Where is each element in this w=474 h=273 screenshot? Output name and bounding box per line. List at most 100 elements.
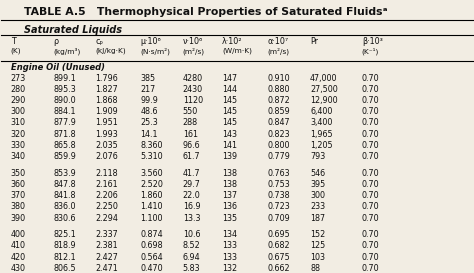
Text: 3.560: 3.560	[140, 169, 163, 178]
Text: (K⁻¹): (K⁻¹)	[362, 48, 379, 55]
Text: 5.83: 5.83	[183, 264, 201, 273]
Text: 1.860: 1.860	[140, 191, 163, 200]
Text: 187: 187	[310, 213, 325, 222]
Text: 16.9: 16.9	[183, 202, 201, 211]
Text: 1120: 1120	[183, 96, 203, 105]
Text: 27,500: 27,500	[310, 85, 338, 94]
Text: T: T	[11, 37, 16, 46]
Text: Pr: Pr	[310, 37, 318, 46]
Text: 340: 340	[11, 152, 26, 161]
Text: 2.118: 2.118	[96, 169, 118, 178]
Text: 390: 390	[11, 213, 26, 222]
Text: 1.827: 1.827	[96, 85, 118, 94]
Text: 380: 380	[11, 202, 26, 211]
Text: 125: 125	[310, 241, 325, 250]
Text: 25.3: 25.3	[140, 118, 158, 127]
Text: (N·s/m²): (N·s/m²)	[140, 48, 170, 55]
Text: 132: 132	[222, 264, 237, 273]
Text: 10.6: 10.6	[183, 230, 201, 239]
Text: 0.874: 0.874	[140, 230, 163, 239]
Text: 1.796: 1.796	[96, 74, 118, 83]
Text: 0.662: 0.662	[268, 264, 290, 273]
Text: 8.360: 8.360	[140, 141, 163, 150]
Text: 0.70: 0.70	[362, 141, 380, 150]
Text: 890.0: 890.0	[53, 96, 76, 105]
Text: 0.763: 0.763	[268, 169, 290, 178]
Text: 161: 161	[183, 130, 198, 139]
Text: 2.035: 2.035	[96, 141, 118, 150]
Text: 96.6: 96.6	[183, 141, 201, 150]
Text: 812.1: 812.1	[53, 253, 76, 262]
Text: 2.161: 2.161	[96, 180, 118, 189]
Text: 135: 135	[222, 213, 237, 222]
Text: 0.859: 0.859	[268, 107, 291, 116]
Text: μ·10⁶: μ·10⁶	[140, 37, 161, 46]
Text: ν·10⁶: ν·10⁶	[183, 37, 203, 46]
Text: β·10³: β·10³	[362, 37, 383, 46]
Text: 320: 320	[11, 130, 26, 139]
Text: 2.381: 2.381	[96, 241, 118, 250]
Text: 0.880: 0.880	[268, 85, 290, 94]
Text: 385: 385	[140, 74, 155, 83]
Text: 395: 395	[310, 180, 325, 189]
Text: Saturated Liquids: Saturated Liquids	[24, 25, 122, 35]
Text: 0.695: 0.695	[268, 230, 291, 239]
Text: 48.6: 48.6	[140, 107, 158, 116]
Text: 2.427: 2.427	[96, 253, 118, 262]
Text: 841.8: 841.8	[53, 191, 76, 200]
Text: 410: 410	[11, 241, 26, 250]
Text: 0.470: 0.470	[140, 264, 163, 273]
Text: λ·10²: λ·10²	[222, 37, 242, 46]
Text: 0.70: 0.70	[362, 118, 380, 127]
Text: 0.70: 0.70	[362, 253, 380, 262]
Text: 877.9: 877.9	[53, 118, 76, 127]
Text: ρ: ρ	[53, 37, 58, 46]
Text: 133: 133	[222, 253, 237, 262]
Text: 330: 330	[11, 141, 26, 150]
Text: (m²/s): (m²/s)	[183, 48, 205, 55]
Text: 2.250: 2.250	[96, 202, 118, 211]
Text: 0.70: 0.70	[362, 107, 380, 116]
Text: Engine Oil (Unused): Engine Oil (Unused)	[11, 63, 105, 72]
Text: 152: 152	[310, 230, 325, 239]
Text: 138: 138	[222, 180, 237, 189]
Text: 1.993: 1.993	[96, 130, 118, 139]
Text: 144: 144	[222, 85, 237, 94]
Text: 41.7: 41.7	[183, 169, 201, 178]
Text: 2.206: 2.206	[96, 191, 118, 200]
Text: 139: 139	[222, 152, 237, 161]
Text: 550: 550	[183, 107, 198, 116]
Text: 0.70: 0.70	[362, 169, 380, 178]
Text: (kJ/kg·K): (kJ/kg·K)	[96, 48, 127, 54]
Text: 6,400: 6,400	[310, 107, 332, 116]
Text: 853.9: 853.9	[53, 169, 76, 178]
Text: 0.779: 0.779	[268, 152, 291, 161]
Text: 22.0: 22.0	[183, 191, 201, 200]
Text: 233: 233	[310, 202, 325, 211]
Text: 2.471: 2.471	[96, 264, 118, 273]
Text: 0.698: 0.698	[140, 241, 163, 250]
Text: 1.868: 1.868	[96, 96, 118, 105]
Text: 1,965: 1,965	[310, 130, 333, 139]
Text: 0.738: 0.738	[268, 191, 290, 200]
Text: (K): (K)	[11, 48, 21, 54]
Text: 134: 134	[222, 230, 237, 239]
Text: 145: 145	[222, 96, 237, 105]
Text: 370: 370	[11, 191, 26, 200]
Text: 29.7: 29.7	[183, 180, 201, 189]
Text: 0.70: 0.70	[362, 241, 380, 250]
Text: 300: 300	[11, 107, 26, 116]
Text: 0.70: 0.70	[362, 74, 380, 83]
Text: 280: 280	[11, 85, 26, 94]
Text: 290: 290	[11, 96, 26, 105]
Text: 825.1: 825.1	[53, 230, 76, 239]
Text: 61.7: 61.7	[183, 152, 201, 161]
Text: α·10⁷: α·10⁷	[268, 37, 289, 46]
Text: 0.70: 0.70	[362, 152, 380, 161]
Text: 871.8: 871.8	[53, 130, 76, 139]
Text: 0.753: 0.753	[268, 180, 291, 189]
Text: 310: 310	[11, 118, 26, 127]
Text: 8.52: 8.52	[183, 241, 201, 250]
Text: 137: 137	[222, 191, 237, 200]
Text: 2.294: 2.294	[96, 213, 118, 222]
